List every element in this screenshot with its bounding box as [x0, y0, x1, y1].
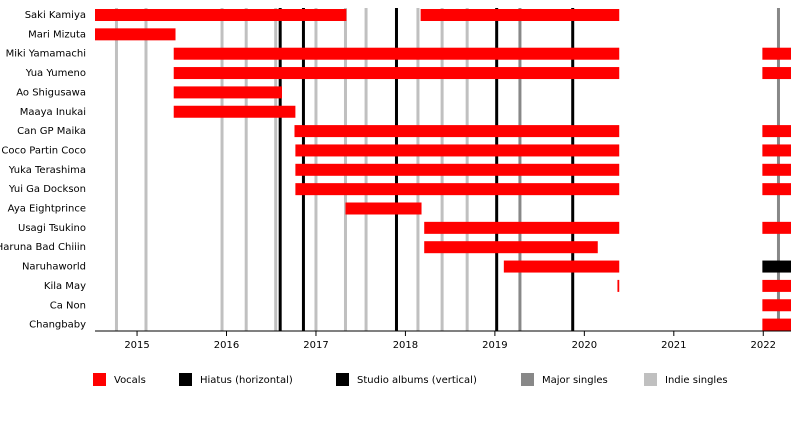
legend-swatch — [521, 373, 534, 386]
vocals-bar — [617, 279, 620, 292]
member-label: Yua Yumeno — [25, 68, 86, 79]
vocals-bar — [173, 105, 296, 118]
legend-swatch — [336, 373, 349, 386]
member-label: Naruhaworld — [22, 262, 86, 273]
member-label: Yui Ga Dockson — [8, 184, 86, 195]
vocals-bar — [294, 125, 620, 138]
member-label: Miki Yamamachi — [6, 49, 86, 60]
member-label: Can GP Maika — [17, 126, 86, 137]
legend-label: Indie singles — [665, 375, 728, 386]
member-label: Usagi Tsukino — [18, 223, 86, 234]
legend-label: Hiatus (horizontal) — [200, 375, 293, 386]
vocals-bar — [424, 241, 598, 254]
legend-label: Major singles — [542, 375, 608, 386]
vocals-bar — [762, 221, 791, 234]
vocals-bar — [762, 299, 791, 312]
legend-label: Vocals — [114, 375, 146, 386]
member-label: Changbaby — [29, 320, 86, 331]
vocals-bar — [762, 183, 791, 196]
x-tick-label: 2015 — [124, 340, 149, 351]
vocals-bar — [173, 47, 620, 60]
x-tick-label: 2021 — [661, 340, 686, 351]
member-label: Saki Kamiya — [25, 10, 86, 21]
vocals-bar — [762, 318, 791, 331]
legend-swatch — [93, 373, 106, 386]
vocals-bar — [762, 67, 791, 80]
vocals-bar — [295, 144, 620, 157]
member-label: Kila May — [44, 281, 86, 292]
vocals-bar — [295, 163, 620, 176]
x-tick-label: 2022 — [751, 340, 776, 351]
member-label: Aya Eightprince — [8, 204, 86, 215]
vocals-bar — [762, 163, 791, 176]
legend-swatch — [179, 373, 192, 386]
x-tick-label: 2019 — [482, 340, 507, 351]
vocals-bar — [762, 279, 791, 292]
member-label: Ca Non — [50, 300, 86, 311]
vocals-bar — [95, 28, 176, 41]
member-label: Mari Mizuta — [28, 29, 86, 40]
vocals-bar — [762, 47, 791, 60]
member-label: Ao Shigusawa — [16, 87, 86, 98]
member-label: Maaya Inukai — [20, 107, 86, 118]
member-label: Yuka Terashima — [8, 165, 86, 176]
vocals-bar — [420, 9, 620, 21]
vocals-bar — [95, 9, 347, 21]
x-tick-label: 2016 — [214, 340, 239, 351]
vocals-bar — [762, 144, 791, 157]
vocals-bar — [762, 125, 791, 138]
vocals-bar — [173, 67, 620, 80]
vocals-bar — [173, 86, 282, 99]
x-tick-label: 2020 — [572, 340, 597, 351]
legend-swatch — [644, 373, 657, 386]
vocals-bar — [424, 221, 620, 234]
hiatus-bar — [762, 260, 791, 273]
x-tick-label: 2017 — [303, 340, 328, 351]
x-tick-label: 2018 — [393, 340, 418, 351]
legend-label: Studio albums (vertical) — [357, 375, 477, 386]
member-label: Haruna Bad Chiiin — [0, 242, 86, 253]
vocals-bar — [345, 202, 422, 215]
vocals-bar — [295, 183, 620, 196]
member-label: Coco Partin Coco — [1, 145, 86, 156]
vocals-bar — [503, 260, 620, 273]
